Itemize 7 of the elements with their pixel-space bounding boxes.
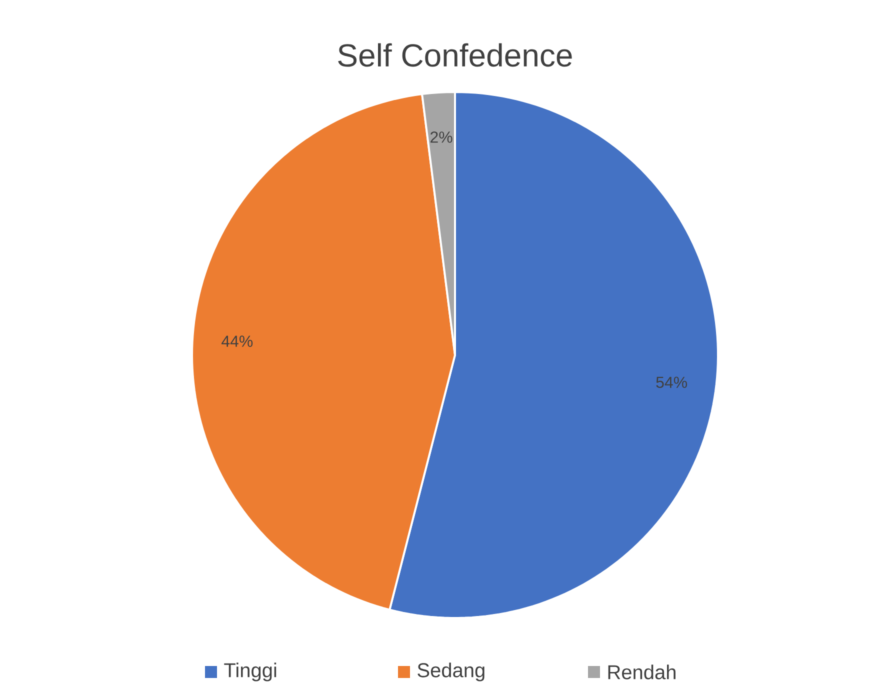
data-label: 2% [430,132,452,143]
legend-label: Sedang [418,662,484,682]
data-label: 44% [222,336,253,347]
chart-title: Self Confedence [338,43,572,67]
legend-label: Tinggi [224,662,276,682]
legend-label: Rendah [608,664,676,680]
data-label: 54% [656,376,688,388]
